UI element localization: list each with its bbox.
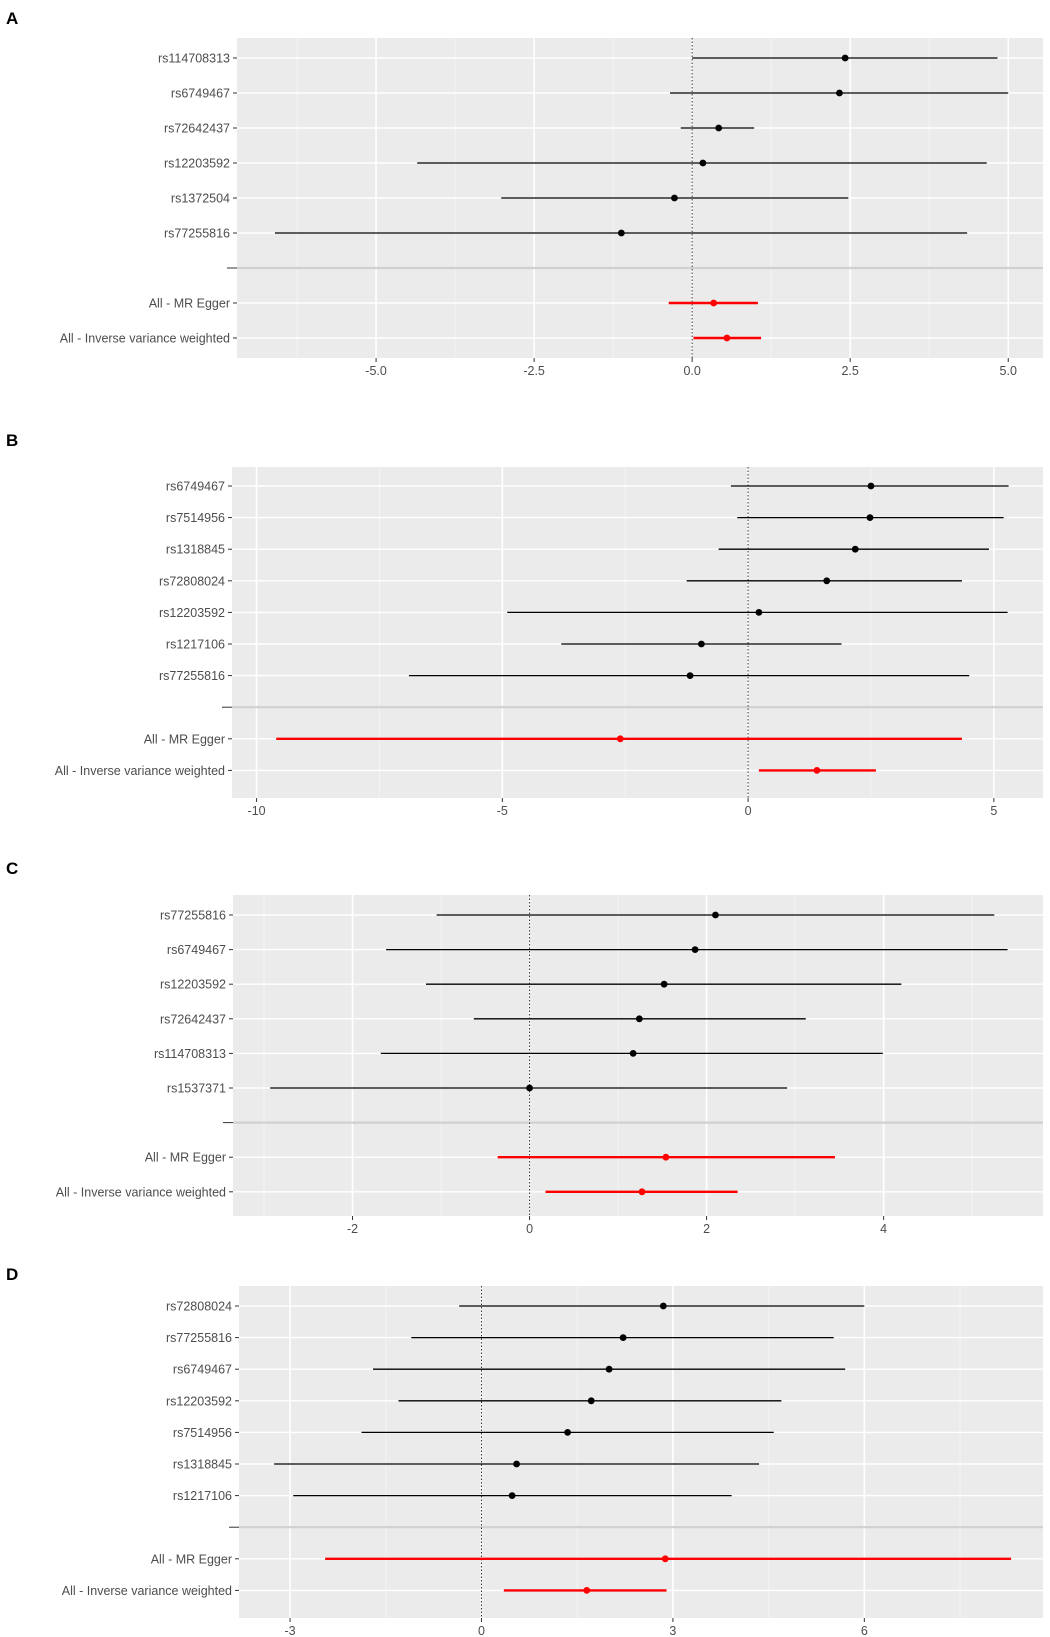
x-tick-label: 0.0: [683, 364, 700, 378]
snp-label: rs77255816: [159, 669, 225, 683]
snp-label: rs6749467: [173, 1363, 232, 1377]
snp-point: [699, 159, 707, 167]
x-tick-label: 0: [745, 804, 752, 818]
snp-label: rs7514956: [166, 511, 225, 525]
snp-point: [635, 1015, 643, 1023]
snp-label: rs1217106: [173, 1489, 232, 1503]
summary-point: [661, 1555, 669, 1563]
snp-point: [851, 545, 859, 553]
summary-label: All - Inverse variance weighted: [60, 332, 230, 346]
snp-point: [866, 514, 874, 521]
snp-point: [697, 640, 705, 648]
snp-label: rs6749467: [167, 943, 226, 957]
summary-label: All - MR Egger: [149, 297, 230, 311]
snp-point: [629, 1050, 637, 1057]
snp-label: rs77255816: [160, 909, 226, 923]
snp-point: [564, 1429, 572, 1436]
snp-point: [619, 1334, 627, 1341]
snp-label: rs1318845: [166, 543, 225, 557]
panel-letter: B: [6, 431, 18, 450]
plot-background: [233, 895, 1043, 1216]
snp-point: [513, 1460, 520, 1468]
summary-point: [813, 767, 821, 774]
snp-point: [715, 124, 723, 132]
x-tick-label: 4: [880, 1222, 887, 1236]
x-tick-label: 5: [990, 804, 997, 818]
snp-label: rs72642437: [160, 1012, 226, 1026]
summary-point: [710, 299, 718, 307]
snp-label: rs77255816: [166, 1331, 232, 1345]
snp-point: [526, 1084, 533, 1092]
summary-point: [638, 1188, 646, 1196]
summary-label: All - MR Egger: [151, 1552, 232, 1566]
snp-point: [836, 89, 843, 97]
summary-label: All - MR Egger: [145, 1151, 226, 1165]
snp-point: [867, 482, 875, 490]
snp-label: rs72808024: [166, 1300, 232, 1314]
panel-letter: C: [6, 859, 18, 878]
x-tick-label: -10: [248, 804, 266, 818]
snp-point: [691, 946, 699, 953]
snp-label: rs72808024: [159, 574, 225, 588]
x-tick-label: 2: [703, 1222, 710, 1236]
plot-background: [239, 1286, 1043, 1618]
panel-letter: A: [6, 9, 18, 28]
snp-label: rs6749467: [166, 480, 225, 494]
x-tick-label: -5.0: [365, 364, 387, 378]
summary-label: All - Inverse variance weighted: [55, 764, 225, 778]
x-tick-label: 3: [669, 1624, 676, 1637]
x-tick-label: -2: [347, 1222, 358, 1236]
snp-label: rs12203592: [166, 1394, 232, 1408]
snp-label: rs12203592: [160, 978, 226, 992]
snp-label: rs1318845: [173, 1458, 232, 1472]
snp-label: rs1217106: [166, 638, 225, 652]
snp-label: rs77255816: [164, 227, 230, 241]
summary-label: All - MR Egger: [144, 732, 225, 746]
x-tick-label: 2.5: [841, 364, 858, 378]
snp-point: [712, 911, 719, 919]
snp-label: rs12203592: [159, 606, 225, 620]
x-tick-label: 5.0: [1000, 364, 1017, 378]
x-tick-label: -2.5: [523, 364, 545, 378]
summary-point: [723, 334, 731, 342]
snp-label: rs114708313: [158, 52, 230, 66]
snp-point: [823, 577, 831, 585]
snp-point: [659, 1302, 667, 1310]
summary-point: [616, 735, 624, 743]
x-tick-label: 0: [526, 1222, 533, 1236]
snp-point: [755, 609, 763, 616]
snp-label: rs1372504: [171, 192, 230, 206]
snp-label: rs12203592: [164, 157, 230, 171]
snp-point: [660, 980, 668, 988]
snp-point: [617, 229, 625, 237]
snp-point: [841, 54, 849, 62]
x-tick-label: 0: [478, 1624, 485, 1637]
snp-label: rs114708313: [154, 1047, 226, 1061]
summary-label: All - Inverse variance weighted: [56, 1185, 226, 1199]
snp-point: [587, 1397, 595, 1405]
plot-background: [232, 467, 1043, 798]
snp-label: rs6749467: [171, 87, 230, 101]
snp-label: rs72642437: [164, 122, 230, 136]
summary-point: [662, 1153, 670, 1161]
x-tick-label: -5: [497, 804, 508, 818]
snp-label: rs7514956: [173, 1426, 232, 1440]
snp-point: [686, 672, 694, 679]
snp-point: [671, 194, 678, 202]
x-tick-label: 6: [861, 1624, 868, 1637]
snp-label: rs1537371: [167, 1082, 226, 1096]
snp-point: [605, 1365, 613, 1373]
x-tick-label: -3: [284, 1624, 295, 1637]
panel-letter: D: [6, 1265, 18, 1284]
snp-point: [508, 1492, 516, 1499]
summary-point: [583, 1587, 591, 1594]
summary-label: All - Inverse variance weighted: [62, 1584, 232, 1598]
